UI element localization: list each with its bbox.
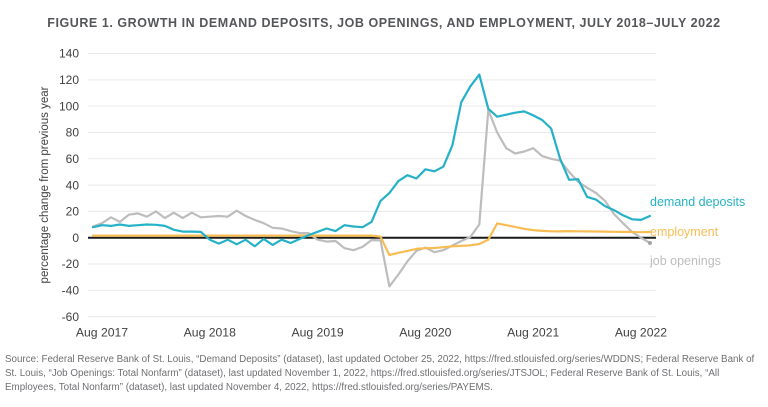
x-tick-label: Aug 2018 (184, 326, 236, 340)
y-tick-label: 80 (66, 126, 80, 140)
y-tick-label: 60 (66, 152, 80, 166)
source-note: Source: Federal Reserve Bank of St. Loui… (5, 354, 755, 393)
figure-title: FIGURE 1. GROWTH IN DEMAND DEPOSITS, JOB… (47, 16, 721, 30)
series-line-employment (91, 222, 652, 257)
y-tick-label: 140 (59, 47, 79, 61)
y-axis-label: percentage change from previous year (39, 86, 51, 284)
y-tick-label: -60 (62, 310, 80, 324)
series-line-job-openings (91, 108, 652, 288)
y-tick-label: 100 (59, 99, 79, 113)
legend-label-employment: employment (650, 225, 719, 239)
x-tick-label: Aug 2022 (615, 326, 667, 340)
x-tick-label: Aug 2017 (76, 326, 128, 340)
y-tick-label: 120 (59, 73, 79, 87)
x-tick-label: Aug 2020 (399, 326, 451, 340)
y-tick-label: -40 (62, 284, 80, 298)
job-openings-end-dot (647, 240, 652, 245)
legend-label-demand-deposits: demand deposits (650, 195, 746, 209)
legend-label-job-openings: job openings (650, 254, 721, 268)
x-tick-label: Aug 2021 (507, 326, 559, 340)
y-tick-label: 0 (72, 231, 79, 245)
y-tick-label: 20 (66, 205, 80, 219)
y-tick-label: 40 (66, 178, 80, 192)
x-tick-label: Aug 2019 (291, 326, 343, 340)
series-line-demand-deposits (91, 73, 652, 248)
y-tick-label: -20 (62, 257, 80, 271)
